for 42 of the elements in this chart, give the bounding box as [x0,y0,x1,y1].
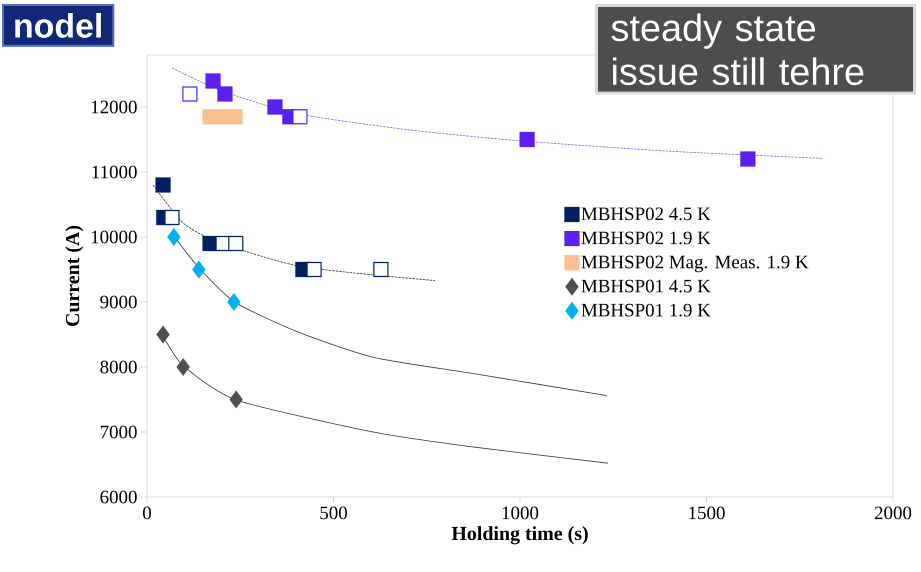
text: nodel [15,12,101,38]
y-axis-title: Current (A) [65,226,84,326]
point [230,390,243,408]
point [217,86,233,102]
point [167,228,180,246]
point [306,262,322,278]
point [155,177,171,193]
point [192,260,206,278]
x-tick-label: 2000 [874,506,912,520]
point [373,262,388,278]
point [182,86,198,102]
x-axis-title: Holding time (s) [452,526,588,544]
y-tick-label: 9000 [100,296,137,308]
legend-label: MBHSP01 4.5 K [582,280,711,293]
x-tick-label: 500 [320,506,347,520]
legend-label: MBHSP02 4.5 K [582,207,711,220]
line-series [152,184,436,281]
y-tick-label: 11000 [92,166,137,178]
point [227,293,241,311]
annotation: steady state issue still tehre [612,13,864,86]
y-tick-label: 12000 [92,100,137,114]
x-tick-label: 1500 [689,506,725,520]
point [519,132,535,148]
point [227,109,243,124]
point [213,109,228,124]
x-tick-label: 0 [142,506,152,520]
legend-label: MBHSP02 Mag. Meas. 1.9 K [582,256,808,272]
point [176,358,190,376]
legend-label: MBHSP01 1.9 K [582,304,711,317]
point [267,99,283,115]
x-tick-label: 1000 [502,506,538,520]
point [292,109,308,124]
y-tick-label: 8000 [100,360,137,374]
point [164,210,180,226]
y-tick-label: 6000 [100,490,137,504]
point [205,73,221,89]
point [740,151,756,167]
point [156,326,170,344]
legend-label: MBHSP02 1.9 K [582,232,711,244]
y-tick-label: 7000 [100,426,137,438]
y-tick-label: 10000 [92,230,137,244]
point [228,236,244,252]
